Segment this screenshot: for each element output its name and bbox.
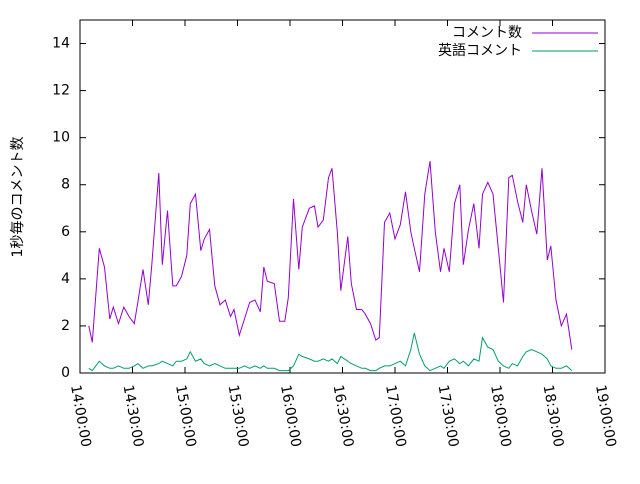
legend-label: 英語コメント [438,42,522,59]
x-tick-label: 16:00:00 [277,384,304,449]
legend-label: コメント数 [452,25,522,41]
x-tick-label: 15:00:00 [172,384,199,449]
x-tick-label: 14:30:00 [120,384,147,449]
x-tick-label: 17:30:00 [435,384,462,449]
y-tick-label: 2 [61,318,70,334]
x-tick-label: 18:00:00 [487,384,514,449]
y-tick-label: 10 [52,130,70,146]
y-tick-label: 0 [61,365,70,381]
series-line [88,161,573,350]
y-tick-label: 14 [52,36,70,52]
y-tick-label: 6 [61,224,70,240]
x-tick-label: 17:00:00 [382,384,409,449]
x-tick-label: 18:30:00 [540,384,567,449]
x-tick-label: 15:30:00 [225,384,252,449]
series-line [88,332,573,372]
y-axis-label: 1秒毎のコメント数 [10,137,26,258]
y-tick-label: 4 [61,271,70,287]
x-tick-label: 19:00:00 [592,384,619,449]
plot-frame [79,19,606,374]
x-tick-label: 16:30:00 [330,384,357,449]
y-tick-label: 12 [52,83,70,99]
x-tick-label: 14:00:00 [67,384,94,449]
y-tick-label: 8 [61,177,70,193]
